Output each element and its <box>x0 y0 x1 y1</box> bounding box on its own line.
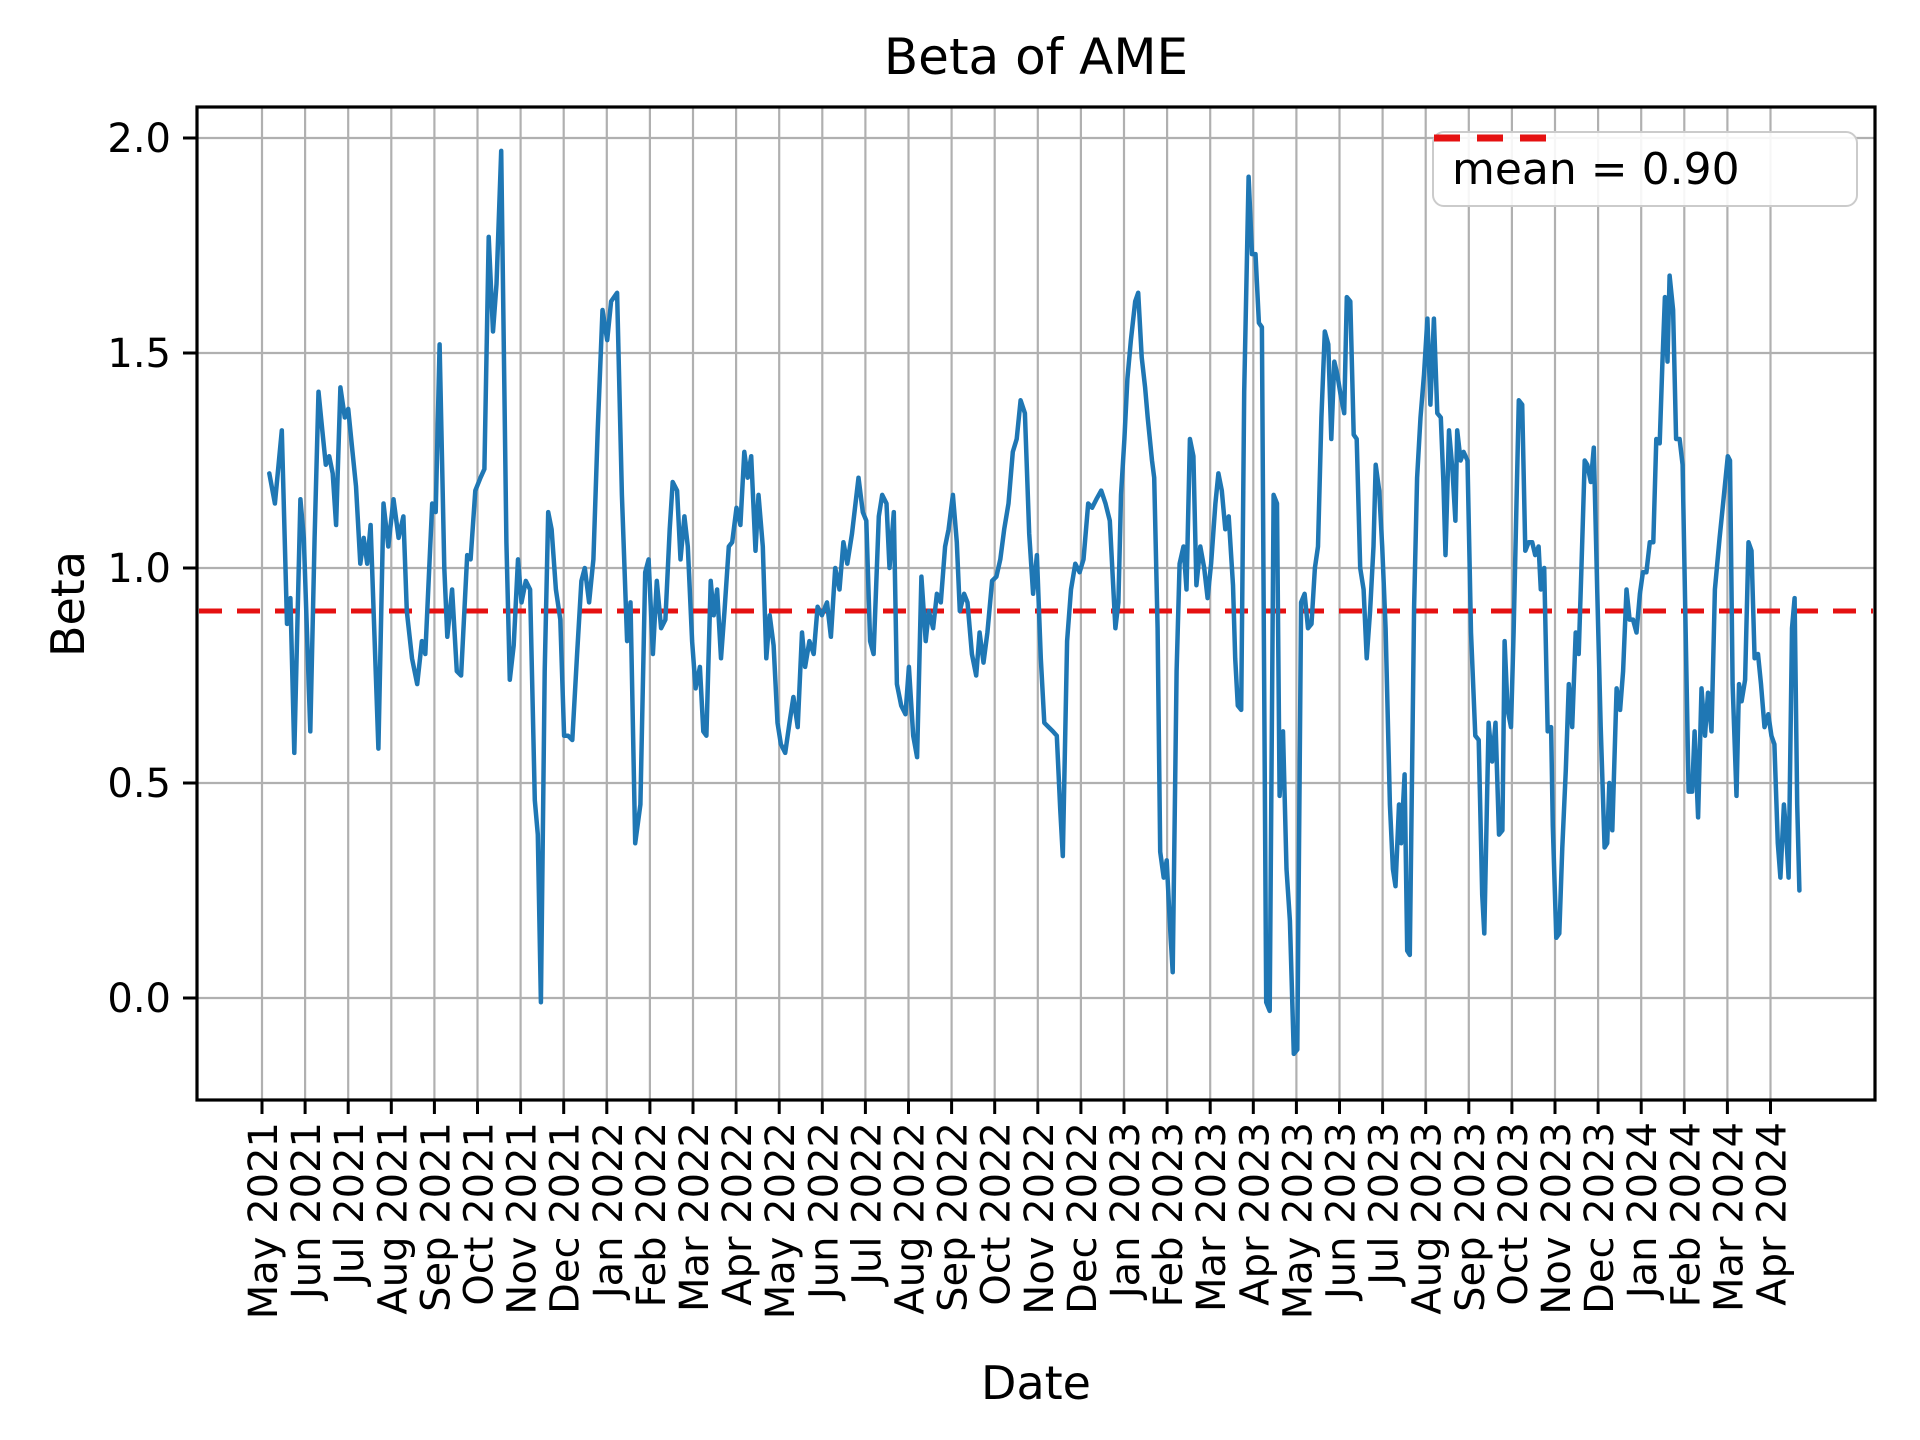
x-tick-label: Apr 2023 <box>1232 1122 1278 1306</box>
x-tick-label: May 2022 <box>758 1122 804 1319</box>
x-tick-label: Sep 2022 <box>931 1122 977 1312</box>
x-tick-label: Jun 2021 <box>284 1122 330 1302</box>
x-tick-label: Apr 2024 <box>1750 1122 1796 1306</box>
x-tick-label: Jan 2022 <box>586 1122 632 1301</box>
x-tick-label: May 2023 <box>1275 1122 1321 1319</box>
x-tick-label: Nov 2021 <box>500 1122 546 1315</box>
x-axis-label: Date <box>981 1356 1091 1410</box>
x-tick-label: Jul 2021 <box>327 1122 373 1288</box>
beta-series-line <box>267 148 1802 1057</box>
x-tick-label: Sep 2023 <box>1448 1122 1494 1312</box>
x-tick-label: Nov 2022 <box>1017 1122 1063 1315</box>
y-axis-label: Beta <box>41 550 95 658</box>
y-tick-label: 2.0 <box>107 116 171 162</box>
x-tick-label: Mar 2024 <box>1706 1122 1752 1312</box>
legend-box: mean = 0.90 <box>1432 131 1858 207</box>
x-tick-label: Dec 2022 <box>1060 1122 1106 1314</box>
legend-label: mean = 0.90 <box>1452 143 1740 195</box>
legend-dash-icon <box>1434 134 1546 142</box>
x-tick-label: Oct 2021 <box>457 1122 503 1306</box>
x-tick-label: Feb 2022 <box>629 1122 675 1307</box>
y-tick-label: 0.5 <box>107 761 171 807</box>
x-tick-label: Aug 2021 <box>370 1122 416 1315</box>
x-tick-label: Jun 2023 <box>1319 1122 1365 1302</box>
y-tick-label: 0.0 <box>107 976 171 1022</box>
x-tick-label: Jul 2023 <box>1362 1122 1408 1288</box>
x-tick-label: Mar 2023 <box>1189 1122 1235 1312</box>
x-tick-label: Jan 2023 <box>1103 1122 1149 1301</box>
x-tick-label: Sep 2021 <box>413 1122 459 1312</box>
x-tick-label: Jun 2022 <box>801 1122 847 1302</box>
x-tick-label: May 2021 <box>241 1122 287 1319</box>
x-tick-label: Aug 2022 <box>888 1122 934 1315</box>
chart-title: Beta of AME <box>883 28 1189 86</box>
x-tick-label: Jan 2024 <box>1620 1122 1666 1301</box>
x-tick-label: Apr 2022 <box>715 1122 761 1306</box>
x-tick-label: Aug 2023 <box>1405 1122 1451 1315</box>
x-tick-label: Oct 2023 <box>1491 1122 1537 1306</box>
x-tick-label: Mar 2022 <box>672 1122 718 1312</box>
x-tick-label: Oct 2022 <box>974 1122 1020 1306</box>
plot-spines <box>195 105 1877 1102</box>
x-tick-label: Feb 2024 <box>1663 1122 1709 1307</box>
x-tick-label: Dec 2023 <box>1577 1122 1623 1314</box>
x-tick-label: Feb 2023 <box>1146 1122 1192 1307</box>
y-tick-label: 1.0 <box>107 546 171 592</box>
x-tick-label: Nov 2023 <box>1534 1122 1580 1315</box>
y-tick-label: 1.5 <box>107 331 171 377</box>
x-tick-label: Jul 2022 <box>844 1122 890 1288</box>
x-tick-label: Dec 2021 <box>543 1122 589 1314</box>
